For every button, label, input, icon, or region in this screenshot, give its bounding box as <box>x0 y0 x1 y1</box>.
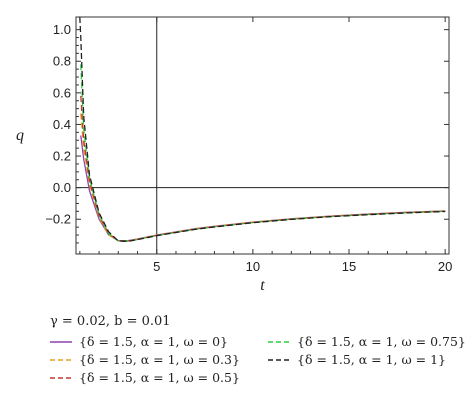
x-axis-label: t <box>260 277 265 294</box>
parameters-label: γ = 0.02, b = 0.01 <box>50 314 171 329</box>
y-tick-label: 0.6 <box>53 85 71 100</box>
series-line-5 <box>79 16 446 243</box>
y-tick-label: 0.8 <box>53 54 71 69</box>
y-tick-label: −0.2 <box>45 212 71 227</box>
series-line-4 <box>80 64 446 242</box>
legend: {δ = 1.5, α = 1, ω = 0} {δ = 1.5, α = 1, … <box>50 334 466 385</box>
y-axis-label: q <box>16 127 24 144</box>
plot-border <box>75 16 450 255</box>
y-tick-label: 0.4 <box>53 117 71 132</box>
series-line-3 <box>80 95 446 242</box>
series-group <box>79 16 446 243</box>
legend-entry-3: {δ = 1.5, α = 1, ω = 0.5} <box>79 370 240 385</box>
x-tick-label: 5 <box>153 259 160 274</box>
y-tick-label: 0.2 <box>53 149 71 164</box>
axis-ticks: 5 10 15 20 −0.2 0.0 0.2 0.4 0.6 0.8 1.0 <box>45 17 452 274</box>
y-tick-label: 0.0 <box>53 180 71 195</box>
x-tick-label: 20 <box>438 259 452 274</box>
legend-entry-1: {δ = 1.5, α = 1, ω = 0} <box>79 334 228 349</box>
plot-frame <box>75 16 450 255</box>
x-tick-label: 15 <box>342 259 356 274</box>
x-tick-label: 10 <box>246 259 260 274</box>
legend-entry-5: {δ = 1.5, α = 1, ω = 1} <box>297 352 446 367</box>
legend-entry-4: {δ = 1.5, α = 1, ω = 0.75} <box>297 334 466 349</box>
reference-lines <box>76 17 449 254</box>
y-tick-label: 1.0 <box>53 22 71 37</box>
legend-entry-2: {δ = 1.5, α = 1, ω = 0.3} <box>79 352 240 367</box>
